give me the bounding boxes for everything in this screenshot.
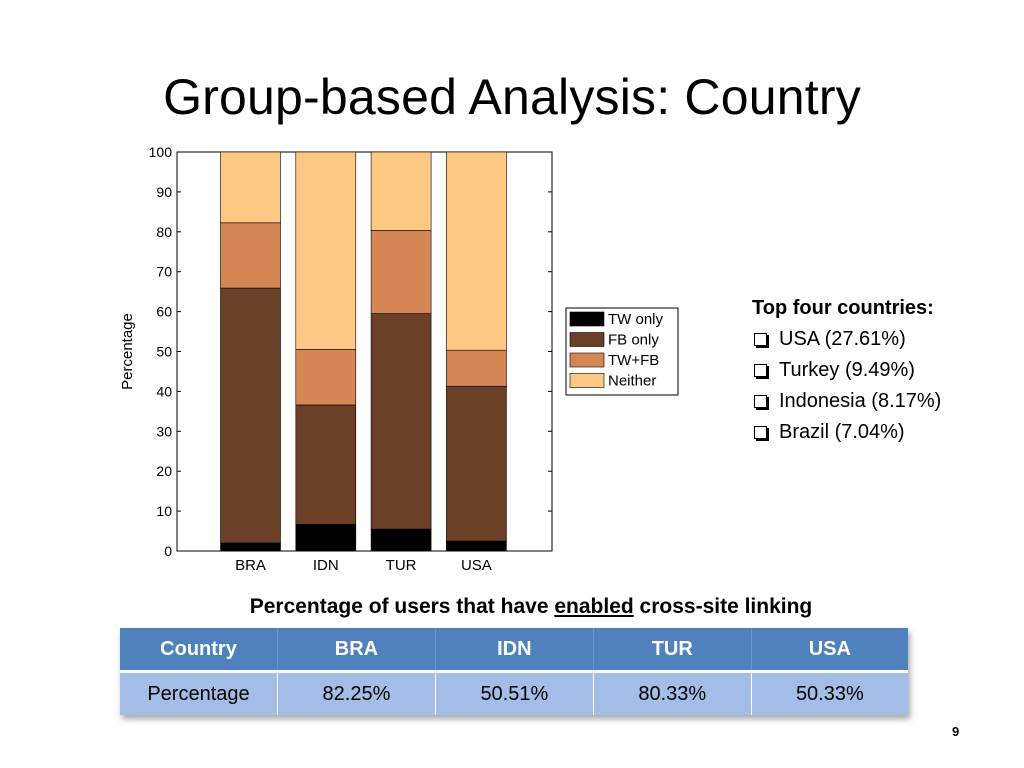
list-item: Turkey (9.49%) (752, 355, 1012, 386)
table-header-cell: USA (750, 628, 908, 672)
checkbox-bullet-icon (754, 426, 767, 439)
table-cell: 50.33% (750, 670, 908, 715)
table-cell: Percentage (120, 670, 278, 715)
y-axis-label: Percentage (119, 313, 136, 390)
y-tick-label: 10 (156, 503, 172, 519)
top-countries-list: Top four countries: USA (27.61%) Turkey … (752, 293, 1012, 448)
list-item-label: USA (27.61%) (779, 328, 906, 350)
table-cell: 50.51% (434, 670, 594, 715)
table-caption: Percentage of users that have enabled cr… (0, 595, 1024, 619)
slide-title: Group-based Analysis: Country (163, 69, 861, 125)
table-header-cell: Country (120, 628, 278, 672)
bar-segment (370, 151, 432, 231)
y-tick-label: 80 (156, 224, 172, 240)
table-header-cell: TUR (592, 628, 752, 672)
y-tick-label: 0 (164, 543, 172, 559)
x-tick-label: IDN (313, 557, 339, 574)
bar-segment (370, 230, 432, 314)
list-item-label: Brazil (7.04%) (779, 421, 905, 443)
caption-text: Percentage of users that have (249, 595, 555, 618)
legend-swatch (569, 332, 605, 347)
linking-table: Country BRA IDN TUR USA Percentage 82.25… (120, 628, 908, 715)
x-tick-label: TUR (386, 557, 417, 574)
bar-segment (220, 222, 281, 289)
list-item-label: Turkey (9.49%) (779, 359, 915, 381)
stacked-bar-chart: 0 10 20 30 40 50 60 70 80 90 100 Percentage BRA IDN TU… (119, 144, 679, 574)
y-tick-label: 90 (156, 184, 172, 200)
table-row: Percentage 82.25% 50.51% 80.33% 50.33% (120, 670, 908, 715)
legend-swatch (569, 373, 605, 388)
table-header-row: Country BRA IDN TUR USA (120, 628, 908, 672)
list-item: USA (27.61%) (752, 324, 1012, 355)
legend-label: Neither (608, 373, 656, 390)
bar-segment (370, 313, 432, 530)
bar-segment (295, 349, 357, 406)
page-number: 9 (952, 724, 960, 739)
y-tick-label: 30 (156, 423, 172, 439)
bar-segment (295, 151, 357, 350)
caption-text-end: cross-site linking (633, 595, 813, 618)
top-countries-heading: Top four countries: (752, 297, 934, 319)
y-tick-label: 40 (156, 383, 172, 399)
legend-swatch (569, 352, 605, 368)
caption-emphasis: enabled (554, 595, 634, 618)
x-tick-label: BRA (235, 557, 266, 574)
bar-segment (295, 523, 357, 552)
bar-segment (446, 349, 507, 387)
legend-label: TW+FB (608, 352, 659, 369)
checkbox-bullet-icon (754, 333, 767, 346)
checkbox-bullet-icon (754, 395, 767, 408)
legend-label: TW only (608, 311, 664, 328)
legend-label: FB only (608, 332, 659, 349)
table-header-cell: IDN (434, 628, 594, 672)
list-item: Brazil (7.04%) (752, 417, 1012, 448)
bar-segment (446, 151, 507, 351)
list-item-label: Indonesia (8.17%) (779, 390, 942, 412)
y-tick-label: 20 (156, 463, 172, 479)
bar-segment (220, 287, 281, 544)
checkbox-bullet-icon (754, 364, 767, 377)
x-tick-label: USA (461, 557, 492, 574)
bar-segment (446, 385, 507, 542)
bar-segment (295, 404, 357, 525)
table-cell: 80.33% (592, 670, 752, 715)
y-tick-label: 50 (156, 344, 172, 360)
bar-segment (220, 151, 281, 224)
y-tick-label: 100 (149, 144, 173, 160)
y-tick-label: 70 (156, 264, 172, 280)
table-header-cell: BRA (277, 628, 436, 672)
y-tick-label: 60 (156, 304, 172, 320)
table-cell: 82.25% (277, 670, 436, 715)
list-item: Indonesia (8.17%) (752, 386, 1012, 417)
legend-swatch (569, 311, 605, 327)
